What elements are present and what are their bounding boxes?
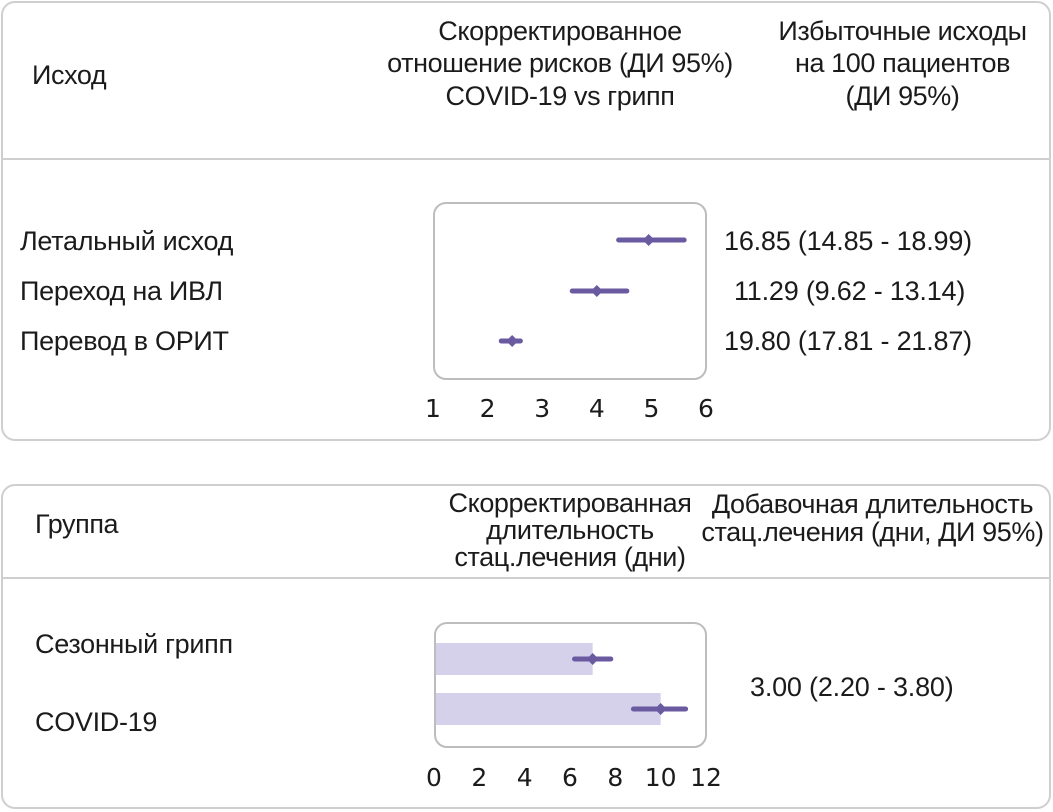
excess-col-header: Избыточные исходы на 100 пациентов (ДИ 9… <box>778 16 1027 111</box>
length-of-stay-plot: 0 2 4 6 8 10 12 <box>426 622 722 792</box>
estimate-point <box>506 335 519 347</box>
x-tick-label: 2 <box>480 394 496 423</box>
x-tick-label: 12 <box>690 763 722 792</box>
risk-ratio-panel <box>1 1 1051 441</box>
x-tick-label: 1 <box>425 394 441 423</box>
x-tick-label: 4 <box>517 763 533 792</box>
estimate-point <box>654 703 667 715</box>
estimate-point <box>642 234 655 246</box>
estimate-point <box>586 653 599 665</box>
bar <box>434 643 593 675</box>
row-label-covid: COVID-19 <box>35 707 158 737</box>
x-tick-label: 10 <box>645 763 677 792</box>
group-col-header: Группа <box>35 509 119 539</box>
x-tick-label: 2 <box>471 763 487 792</box>
header-divider-2 <box>3 577 1049 579</box>
row-label-flu: Сезонный грипп <box>35 629 233 659</box>
bar <box>434 693 661 725</box>
x-tick-label: 5 <box>643 394 659 423</box>
header-divider <box>3 158 1049 160</box>
row-label-icu: Перевод в ОРИТ <box>20 326 229 356</box>
x-tick-label: 4 <box>589 394 605 423</box>
x-tick-label: 6 <box>698 394 714 423</box>
los-col-header: Скорректированная длительность стац.лече… <box>448 488 692 572</box>
plot-frame <box>434 622 707 748</box>
x-tick-label: 3 <box>534 394 550 423</box>
x-tick-label: 0 <box>426 763 442 792</box>
x-tick-label: 6 <box>562 763 578 792</box>
row-value-icu: 19.80 (17.81 - 21.87) <box>724 326 972 356</box>
extra-los-value: 3.00 (2.20 - 3.80) <box>750 672 954 702</box>
row-label-death: Летальный исход <box>20 226 234 256</box>
x-tick-label: 8 <box>607 763 623 792</box>
outcome-col-header: Исход <box>32 60 107 90</box>
risk-ratio-plot: 1 2 3 4 5 6 <box>425 202 714 423</box>
hr-col-header: Скорректированное отношение рисков (ДИ 9… <box>387 16 733 111</box>
estimate-point <box>590 285 603 297</box>
row-value-ventilation: 11.29 (9.62 - 13.14) <box>734 276 966 306</box>
row-label-ventilation: Переход на ИВЛ <box>20 276 223 306</box>
plot-frame <box>433 202 707 380</box>
extra-los-col-header: Добавочная длительность стац.лечения (дн… <box>701 489 1044 548</box>
row-value-death: 16.85 (14.85 - 18.99) <box>724 226 972 256</box>
